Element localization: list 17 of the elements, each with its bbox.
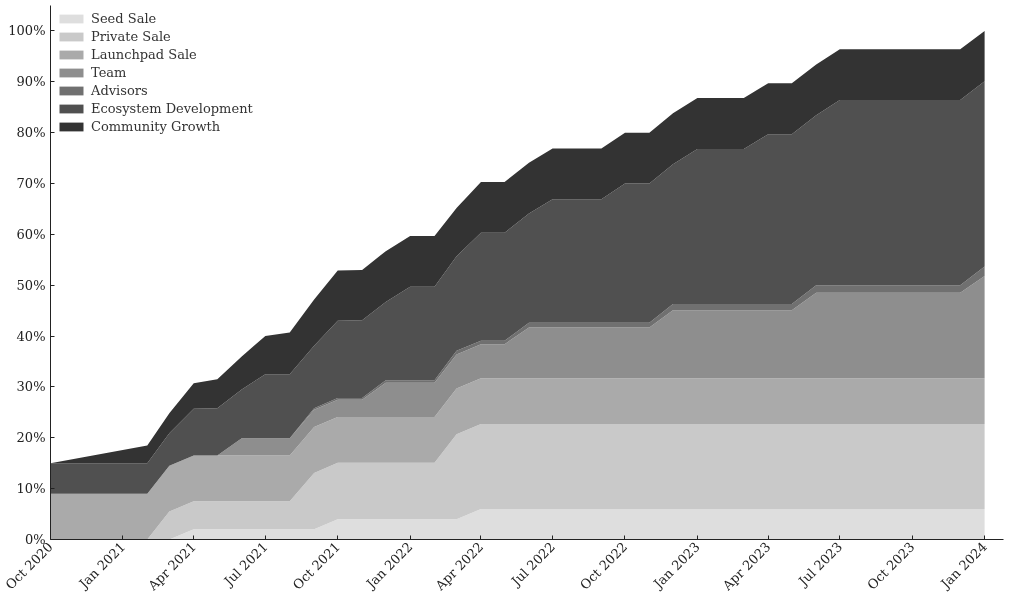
y-tick-label: 40% [16, 328, 46, 344]
legend-label: Ecosystem Development [91, 101, 253, 116]
legend-label: Seed Sale [91, 11, 157, 26]
legend-label: Community Growth [91, 119, 221, 134]
legend-label: Team [91, 65, 127, 80]
legend-label: Advisors [91, 83, 148, 98]
legend-label: Private Sale [91, 29, 171, 44]
y-tick-label: 50% [16, 277, 46, 293]
y-tick-label: 20% [16, 430, 46, 446]
y-tick-label: 70% [16, 176, 46, 191]
y-tick-label: 30% [16, 379, 46, 395]
y-tick-label: 100% [8, 23, 46, 39]
y-tick-label: 10% [16, 481, 46, 497]
y-tick-label: 80% [16, 125, 46, 141]
y-tick-label: 90% [16, 74, 46, 90]
legend-label: Launchpad Sale [91, 47, 197, 62]
y-tick-label: 60% [16, 226, 46, 242]
